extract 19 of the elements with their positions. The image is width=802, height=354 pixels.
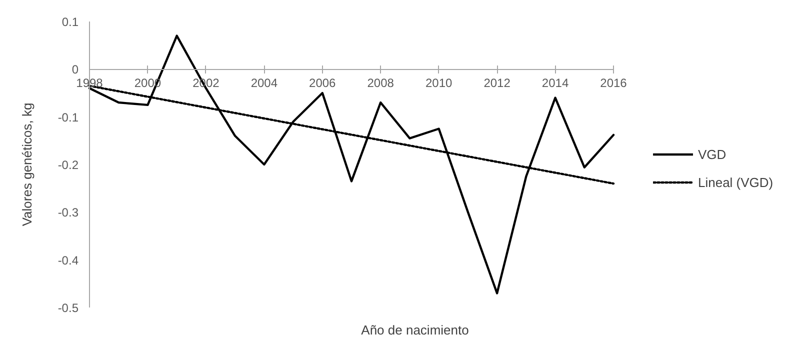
x-tick-label: 2014	[542, 76, 569, 90]
y-tick-label: 0	[72, 62, 79, 77]
x-tick-label: 2016	[600, 76, 628, 90]
legend-label: Lineal (VGD)	[698, 174, 774, 190]
x-tick-label: 2010	[425, 76, 453, 90]
y-tick-label: 0.1	[62, 15, 79, 29]
y-tick-label: -0.4	[58, 253, 79, 268]
y-tick-label: -0.3	[58, 206, 79, 220]
x-axis-title: Año de nacimiento	[361, 322, 469, 338]
x-tick-label: 2004	[250, 76, 278, 90]
x-tick-label: 2006	[309, 76, 336, 90]
y-tick-label: -0.1	[58, 110, 79, 124]
y-tick-label: -0.2	[58, 158, 79, 172]
legend-label: VGD	[698, 146, 726, 162]
x-tick-label: 2012	[484, 76, 511, 90]
x-tick-label: 2008	[367, 76, 394, 90]
y-axis-title: Valores genéticos, kg	[20, 102, 34, 226]
x-tick-label: 1998	[76, 76, 104, 90]
y-tick-label: -0.5	[58, 301, 79, 315]
